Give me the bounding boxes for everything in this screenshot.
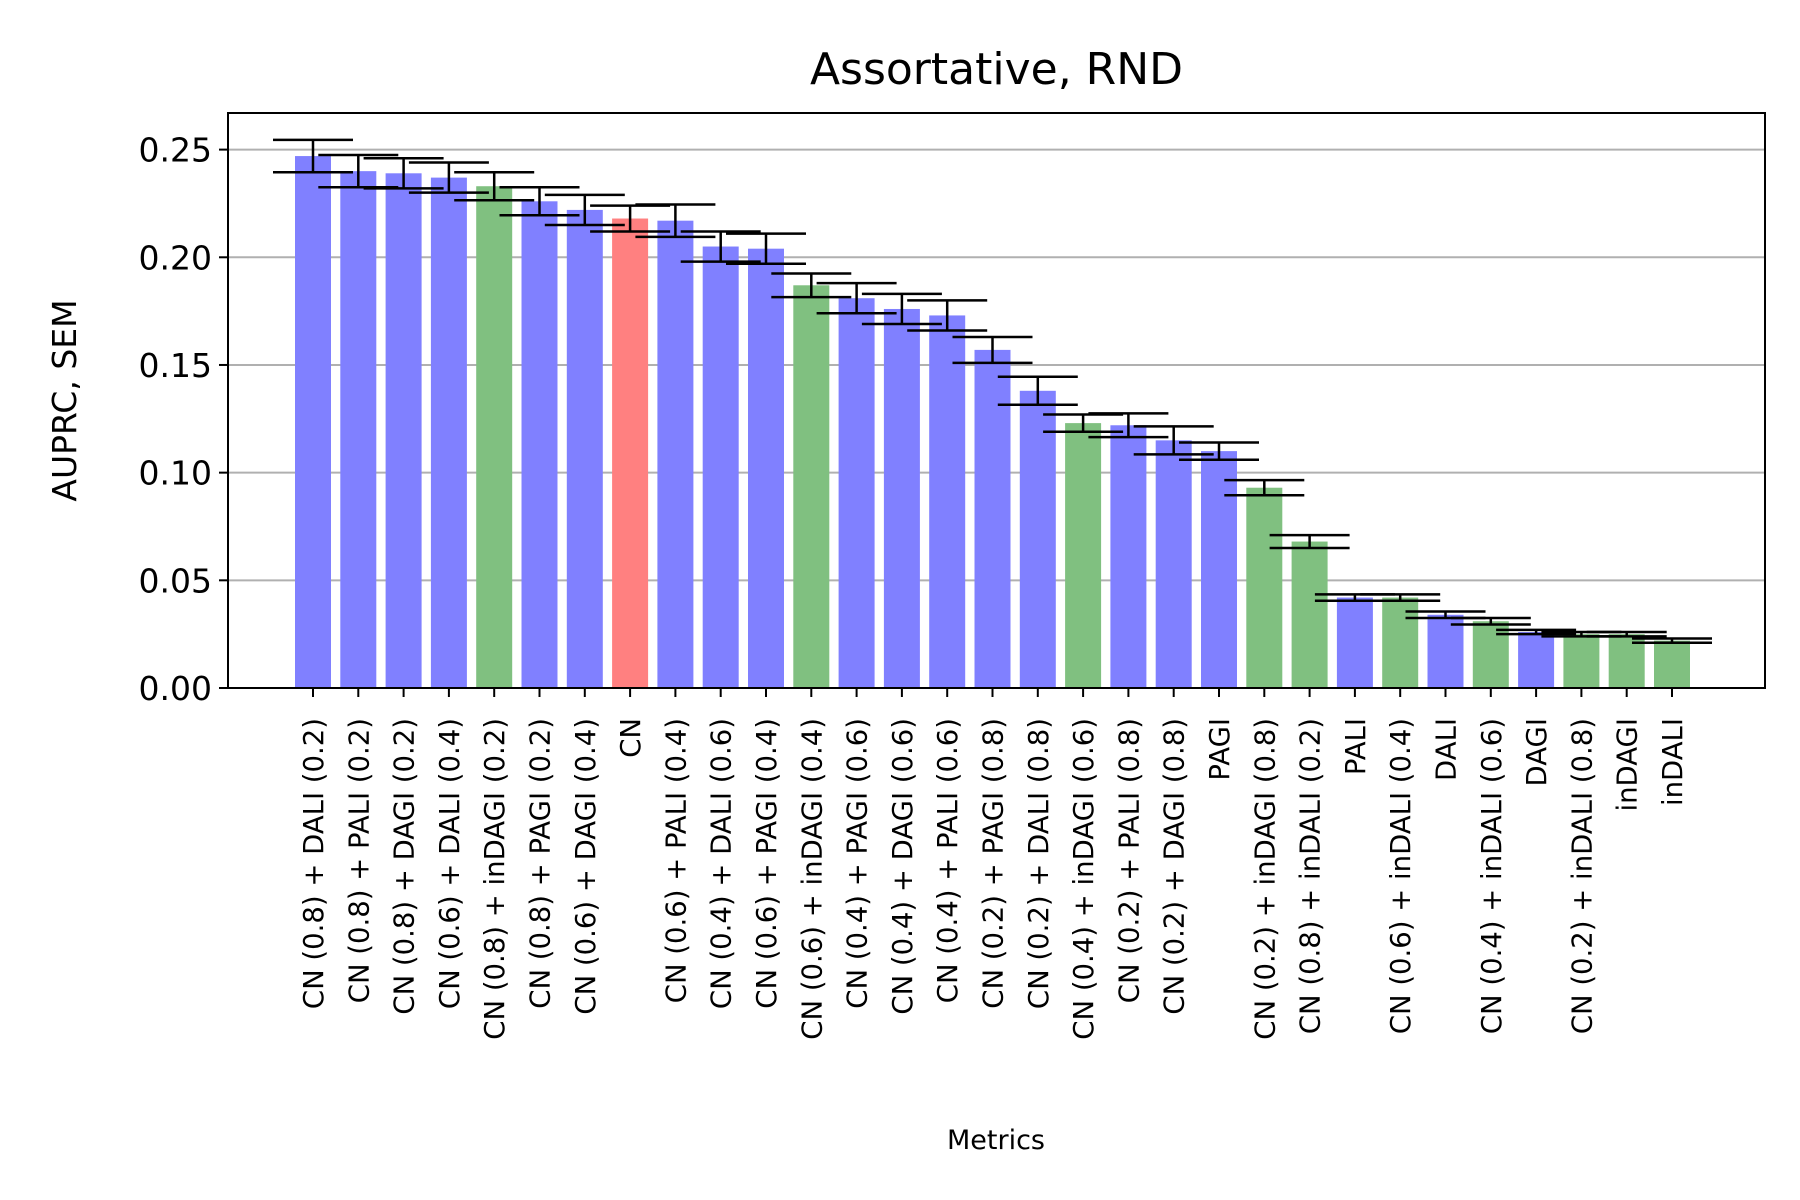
bar (838, 298, 875, 688)
bar (1201, 451, 1237, 688)
bar (1563, 634, 1600, 688)
x-tick-label: CN (0.4) + DAGI (0.6) (887, 718, 919, 1015)
x-tick-label: CN (0.8) + inDAGI (0.2) (479, 718, 511, 1040)
bar (1246, 487, 1283, 688)
bar (295, 156, 331, 688)
bar (1654, 640, 1690, 688)
x-tick-label: CN (0.6) + inDALI (0.4) (1385, 718, 1417, 1034)
bar (702, 246, 739, 688)
bar (974, 349, 1011, 688)
x-tick-label: CN (0.8) + PAGI (0.2) (525, 718, 557, 1009)
bar (748, 248, 784, 688)
bars (295, 156, 1690, 689)
y-tick-label: 0.20 (139, 238, 212, 277)
x-tick-label: CN (0.2) + inDALI (0.8) (1566, 718, 1598, 1034)
x-tick-label: CN (0.6) + DALI (0.4) (434, 718, 466, 1009)
x-tick-label: CN (0.4) + PALI (0.6) (932, 718, 964, 1003)
x-tick-label: PALI (1340, 718, 1372, 775)
x-axis-label: Metrics (947, 1125, 1045, 1156)
x-tick-label: CN (0.6) + DAGI (0.4) (570, 718, 602, 1015)
x-tick-label: CN (0.6) + PALI (0.4) (660, 718, 692, 1003)
x-tick-label: CN (0.2) + PAGI (0.8) (978, 718, 1010, 1009)
x-tick-label: inDAGI (1612, 718, 1644, 812)
bar (1019, 390, 1056, 688)
x-tick-label: CN (0.4) + DALI (0.6) (706, 718, 738, 1009)
x-tick-label: PAGI (1204, 718, 1236, 781)
y-axis-label: AUPRC, SEM (45, 299, 84, 501)
bar (566, 209, 603, 689)
x-tick-label: inDALI (1657, 718, 1689, 806)
y-axis: 0.00 0.05 0.10 0.15 0.20 0.25 (139, 131, 228, 708)
x-tick-label: CN (0.2) + DAGI (0.8) (1159, 718, 1191, 1015)
bar (521, 201, 558, 688)
x-tick-label: CN (0.8) + PALI (0.2) (343, 718, 375, 1003)
bar (476, 186, 513, 688)
bar (793, 285, 830, 688)
error-bars (273, 138, 1712, 645)
plot-frame (227, 112, 1766, 689)
bar (1291, 541, 1328, 688)
bar (1065, 423, 1102, 688)
y-tick-label: 0.05 (139, 561, 212, 600)
y-tick-label: 0.10 (139, 454, 212, 493)
x-tick-label: CN (0.8) + DAGI (0.2) (389, 718, 421, 1015)
x-tick-label: CN (0.4) + PAGI (0.6) (842, 718, 874, 1009)
x-tick-label: CN (0.4) + inDALI (0.6) (1476, 718, 1508, 1034)
x-tick-label: CN (0.6) + PAGI (0.4) (751, 718, 783, 1009)
bar (430, 177, 467, 688)
x-tick-label: CN (0.8) + DALI (0.2) (298, 718, 330, 1009)
bar (1155, 440, 1192, 688)
x-tick-label: CN (0.2) + inDAGI (0.8) (1249, 718, 1281, 1040)
x-tick-label: CN (0.2) + PALI (0.8) (1113, 718, 1145, 1003)
bar (1518, 632, 1555, 688)
x-tick-label: CN (0.4) + inDAGI (0.6) (1068, 718, 1100, 1040)
x-tick-label: CN (0.6) + inDAGI (0.4) (796, 718, 828, 1040)
chart-title: Assortative, RND (810, 44, 1183, 95)
y-tick-label: 0.00 (139, 669, 212, 708)
x-tick-label: DAGI (1521, 718, 1553, 786)
bar (1336, 597, 1373, 688)
x-axis: CN (0.8) + DALI (0.2) CN (0.8) + PALI (0.… (298, 688, 1689, 1040)
bar (1427, 614, 1464, 688)
bar (612, 218, 649, 688)
bar (1472, 621, 1509, 688)
bar (657, 220, 694, 688)
x-tick-label: CN (615, 718, 647, 758)
bar (929, 315, 966, 688)
x-tick-label: CN (0.2) + DALI (0.8) (1023, 718, 1055, 1009)
bar (340, 171, 377, 689)
x-tick-label: DALI (1431, 718, 1463, 781)
x-tick-label: CN (0.8) + inDALI (0.2) (1295, 718, 1327, 1034)
y-tick-label: 0.25 (139, 131, 212, 170)
y-tick-label: 0.15 (139, 346, 212, 385)
bar (1110, 425, 1147, 688)
bar (883, 308, 920, 688)
bar (385, 173, 422, 688)
